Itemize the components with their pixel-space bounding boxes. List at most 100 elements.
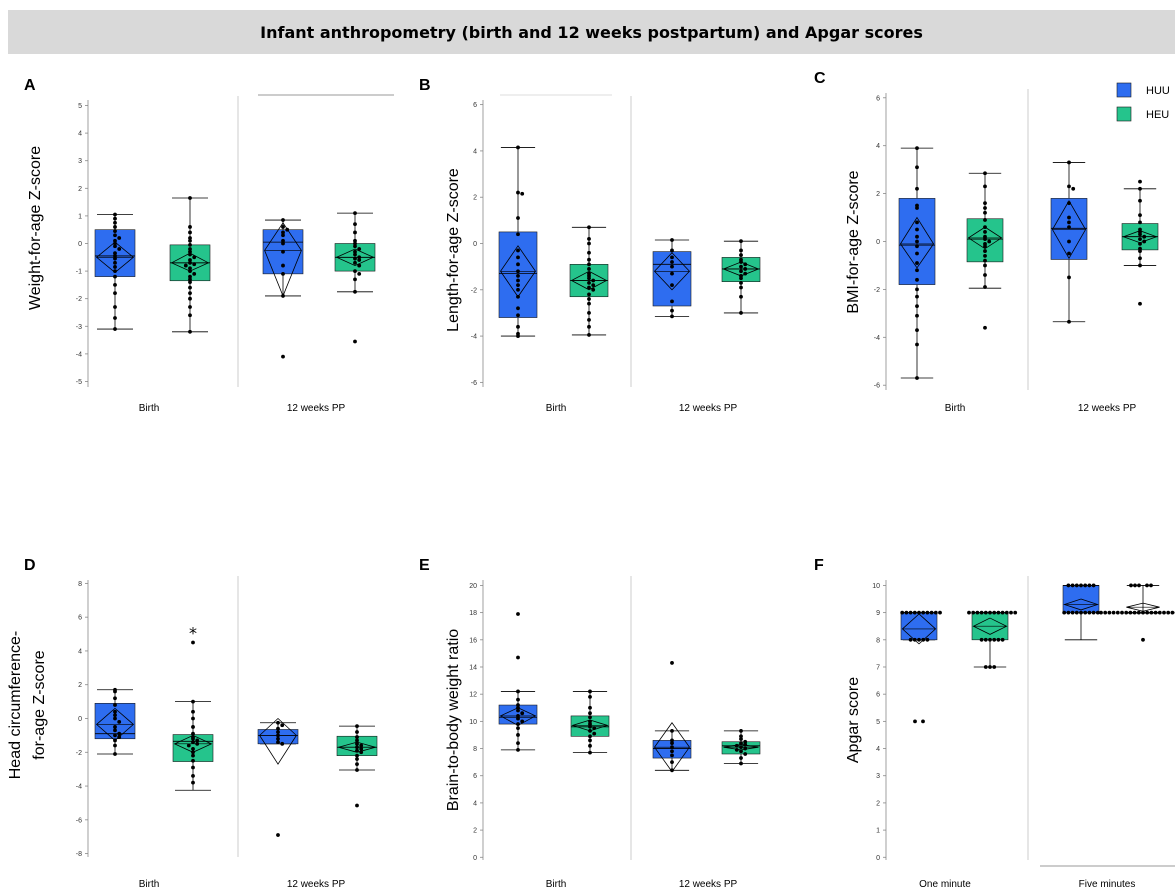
- data-point: [188, 242, 192, 247]
- data-point: [113, 244, 117, 249]
- data-point: [983, 230, 987, 234]
- data-point: [1091, 583, 1096, 588]
- y-tick-label: 2: [78, 186, 82, 193]
- data-point: [516, 232, 520, 237]
- outlier-point: [913, 719, 917, 724]
- y-tick-label: 5: [78, 103, 82, 110]
- data-point: [1004, 610, 1009, 615]
- box-huu-g1: [900, 610, 942, 724]
- data-point: [355, 757, 359, 761]
- y-tick-label: 10: [469, 719, 477, 726]
- data-point: [195, 738, 200, 743]
- data-point: [983, 206, 987, 210]
- data-point: [915, 244, 919, 249]
- mean-diamond: [972, 617, 1008, 635]
- data-point: [915, 234, 919, 239]
- outlier-point: [191, 640, 195, 645]
- data-point: [739, 264, 743, 269]
- box-heu-g2: [336, 724, 378, 808]
- data-point: [516, 705, 520, 710]
- data-point: [1067, 184, 1071, 189]
- data-point: [743, 739, 748, 744]
- data-point: [281, 218, 285, 222]
- data-point: [915, 294, 919, 299]
- mean-diamond: [901, 613, 937, 645]
- data-point: [1138, 256, 1142, 261]
- data-point: [670, 738, 674, 743]
- y-tick-label: -2: [76, 750, 82, 757]
- y-tick-label: 6: [78, 615, 82, 622]
- data-point: [281, 263, 285, 268]
- data-point: [670, 264, 674, 269]
- box-heu-g2: [1099, 583, 1175, 642]
- data-point: [1067, 215, 1071, 220]
- data-point: [1120, 610, 1124, 615]
- data-point: [113, 713, 117, 718]
- data-point: [516, 313, 520, 318]
- y-tick-label: -6: [471, 380, 477, 387]
- data-point: [1074, 610, 1079, 615]
- data-point: [113, 291, 117, 296]
- data-point: [587, 292, 591, 297]
- data-point: [355, 762, 359, 767]
- data-point: [357, 263, 362, 268]
- outlier-point: [1141, 637, 1145, 642]
- box-huu-g2: [262, 218, 304, 359]
- outlier-point: [1137, 583, 1141, 588]
- data-point: [670, 255, 674, 260]
- data-point: [359, 750, 364, 755]
- data-point: [591, 287, 596, 292]
- data-point: [979, 610, 984, 615]
- data-point: [113, 241, 117, 246]
- data-point: [276, 726, 280, 731]
- y-tick-label: 6: [876, 692, 880, 699]
- data-point: [739, 745, 743, 750]
- data-point: [516, 334, 520, 338]
- data-point: [113, 212, 117, 217]
- outlier-point: [1149, 583, 1153, 588]
- data-point: [1067, 251, 1071, 256]
- figure-title-banner: Infant anthropometry (birth and 12 weeks…: [8, 10, 1175, 54]
- y-tick-label: 2: [78, 682, 82, 689]
- mean-diamond: [335, 248, 375, 267]
- data-point: [1099, 610, 1103, 615]
- data-point: [188, 238, 192, 243]
- data-point: [1149, 610, 1154, 615]
- data-point: [587, 225, 591, 230]
- data-point: [353, 211, 357, 216]
- data-point: [191, 699, 195, 704]
- data-point: [588, 738, 592, 743]
- data-point: [592, 731, 597, 736]
- data-point: [1066, 583, 1071, 588]
- data-point: [113, 256, 117, 261]
- y-axis-label: Brain-to-body weight ratio: [445, 629, 462, 811]
- mean-diamond: [259, 717, 297, 765]
- data-point: [195, 741, 200, 746]
- box-huu-g2: [257, 717, 299, 837]
- outlier-point: [516, 655, 520, 660]
- data-point: [355, 735, 359, 739]
- data-point: [516, 287, 520, 292]
- y-tick-label: 8: [473, 746, 477, 753]
- box-heu-g1: [569, 225, 609, 337]
- mean-diamond: [1063, 598, 1099, 611]
- data-point: [113, 703, 117, 707]
- data-point: [1145, 610, 1150, 615]
- data-point: [588, 715, 592, 720]
- data-point: [516, 278, 520, 283]
- data-point: [588, 694, 592, 699]
- data-point: [113, 327, 117, 331]
- data-point: [355, 745, 359, 750]
- data-point: [670, 745, 674, 750]
- data-point: [587, 285, 591, 290]
- data-point: [113, 274, 117, 279]
- data-point: [983, 665, 988, 669]
- legend-label-heu: HEU: [1146, 109, 1169, 121]
- data-point: [516, 269, 520, 274]
- data-point: [276, 733, 280, 738]
- y-tick-label: 20: [469, 583, 477, 590]
- data-point: [281, 238, 285, 243]
- y-tick-label: 6: [473, 773, 477, 780]
- category-label: Birth: [139, 879, 160, 890]
- data-point: [117, 731, 122, 736]
